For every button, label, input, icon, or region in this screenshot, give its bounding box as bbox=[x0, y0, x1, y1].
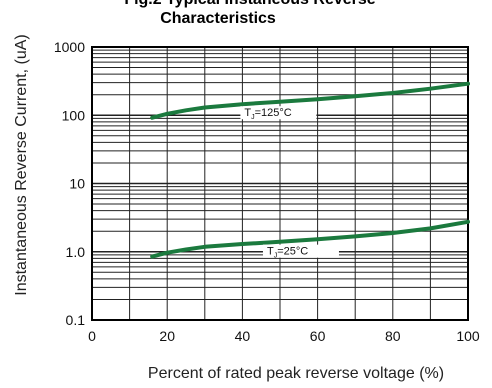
y-tick-label: 10 bbox=[69, 176, 85, 192]
x-tick-label: 0 bbox=[88, 328, 96, 344]
grid bbox=[91, 46, 469, 321]
plot-frame bbox=[91, 46, 469, 321]
x-axis-label: Percent of rated peak reverse voltage (%… bbox=[148, 365, 444, 382]
x-tick-label: 60 bbox=[310, 328, 326, 344]
y-tick-label: 1000 bbox=[54, 39, 85, 55]
y-tick-label: 100 bbox=[62, 107, 86, 123]
curve-label-bg bbox=[240, 106, 317, 120]
y-axis-label: Instantaneous Reverse Current, (uA) bbox=[13, 34, 30, 295]
curve-labels: TJ=125°C TJ=25°C bbox=[240, 106, 339, 260]
x-tick-label: 40 bbox=[235, 328, 251, 344]
chart-title-line2: Characteristics bbox=[160, 10, 276, 27]
tick-labels: 0 20 40 60 80 100 0.1 1.0 10 100 1000 bbox=[54, 39, 480, 344]
series-layer bbox=[150, 81, 470, 259]
x-tick-label: 20 bbox=[159, 328, 175, 344]
curve-label-tj25: TJ=25°C bbox=[267, 246, 308, 260]
y-tick-label: 1.0 bbox=[66, 244, 86, 260]
series-line-tj25 bbox=[150, 219, 470, 259]
chart-title-line1: Fig.2 Typical Instaneous Reverse bbox=[124, 0, 375, 8]
curve-label-bg bbox=[262, 244, 339, 258]
y-tick-label: 0.1 bbox=[66, 312, 86, 328]
series-line-tj125 bbox=[150, 81, 470, 120]
x-tick-label: 80 bbox=[385, 328, 401, 344]
curve-label-tj125: TJ=125°C bbox=[244, 107, 291, 121]
x-tick-label: 100 bbox=[456, 328, 480, 344]
